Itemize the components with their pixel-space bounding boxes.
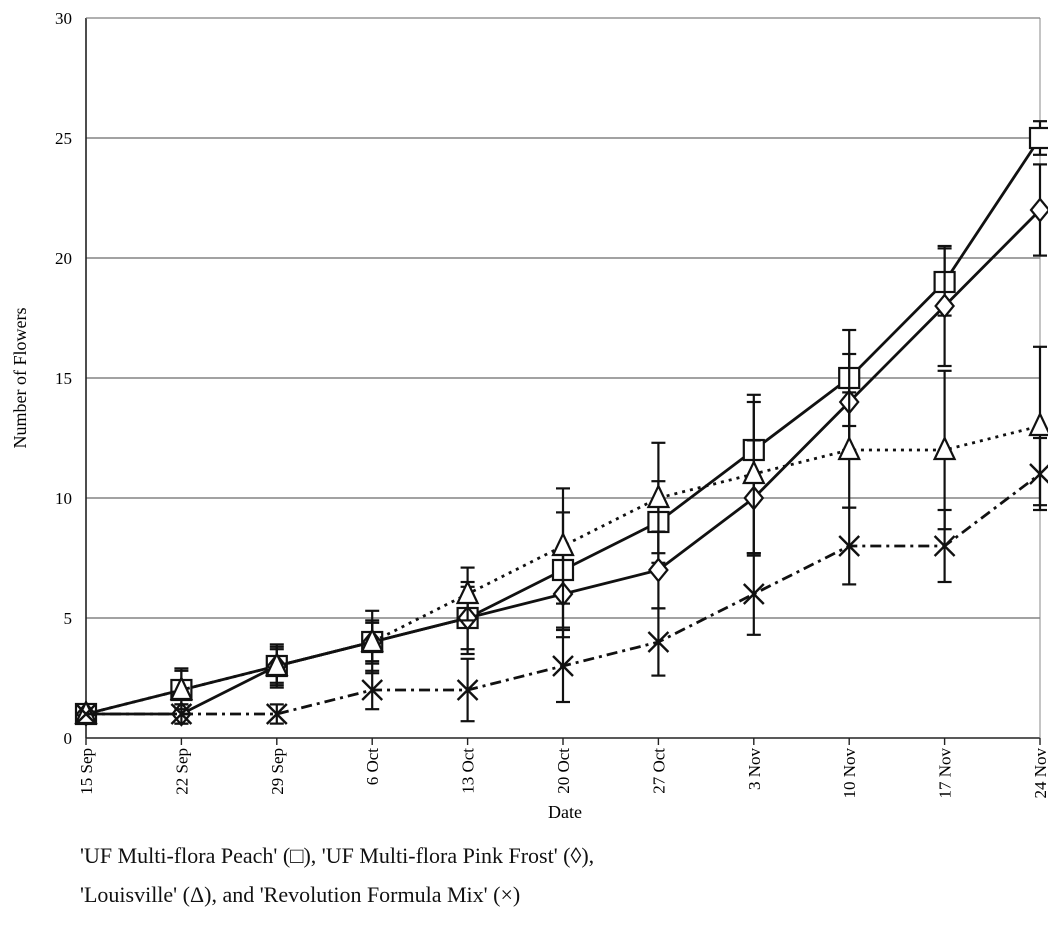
data-point-x-stroke [170,703,193,725]
data-point-diamond [1029,197,1048,223]
data-point-x-stroke [75,703,97,725]
data-point-x-stroke [647,631,670,653]
data-point-square [1028,126,1048,150]
x-tick-label: 27 Oct [649,748,668,794]
x-tick-label: 17 Nov [936,748,955,799]
y-tick-label: 30 [55,9,72,28]
y-tick-label: 20 [55,249,72,268]
x-axis-title: Date [548,802,582,822]
data-point-x-stroke [361,679,384,701]
data-point-x [552,655,574,677]
data-point-triangle [837,435,861,461]
x-tick-label: 13 Oct [459,748,478,794]
data-point-diamond [934,293,956,319]
x-tick-label: 29 Sep [268,748,287,795]
data-point-x [647,631,670,653]
series-group [74,120,1048,727]
x-tick-label: 20 Oct [554,748,573,794]
y-tick-label: 10 [55,489,72,508]
data-point-triangle [551,531,575,557]
x-tick-label: 24 Nov [1031,748,1048,799]
x-tick-label: 10 Nov [840,748,859,799]
data-point-triangle [455,579,480,605]
data-point-x [265,703,288,725]
x-tick-label: 6 Oct [363,748,382,786]
data-point-x-stroke [456,679,479,701]
y-tick-label: 15 [55,369,72,388]
data-point-x-stroke [265,703,288,725]
data-point-x [933,535,956,557]
x-tick-label: 15 Sep [77,748,96,795]
series-x [75,436,1048,725]
y-tick-label: 0 [64,729,73,748]
x-tick-labels: 15 Sep 22 Sep 29 Sep 6 Oct 13 Oct 20 Oct 27 Oc… [77,748,1048,799]
data-point-x-stroke [742,583,765,605]
data-point-diamond [647,557,669,583]
y-tick-label: 5 [64,609,73,628]
data-point-x [170,703,193,725]
y-tick-labels: 0 5 10 15 20 25 30 [55,9,72,748]
data-point-x [1029,463,1048,485]
data-point-triangle [169,675,194,701]
figure-caption: 'UF Multi-flora Peach' (□), 'UF Multi-fl… [80,836,1040,914]
x-tick-label: 22 Sep [172,748,191,795]
data-point-triangle [1028,411,1048,437]
chart: 0 5 10 15 20 25 30 15 Sep 22 Sep 29 Sep 6 Oct 13 O… [10,9,1048,822]
y-tick-label: 25 [55,129,72,148]
data-point-triangle [742,459,766,485]
data-point-triangle [360,627,384,653]
data-point-x [361,679,384,701]
caption-line-2: 'Louisville' (Δ), and 'Revolution Formul… [80,882,521,907]
data-point-x [742,583,765,605]
data-point-x-stroke [933,535,956,557]
data-point-triangle [932,435,957,461]
data-point-x-stroke [1029,464,1048,485]
data-point-x-stroke [552,655,574,677]
data-point-x-stroke [838,535,861,557]
data-point-triangle [646,483,671,509]
data-point-x [838,535,861,557]
x-tick-label: 3 Nov [745,748,764,791]
caption-line-1: 'UF Multi-flora Peach' (□), 'UF Multi-fl… [80,843,595,868]
data-point-x [456,679,479,701]
data-point-x [75,703,97,725]
y-axis-title: Number of Flowers [10,308,30,449]
data-point-triangle [265,651,289,677]
